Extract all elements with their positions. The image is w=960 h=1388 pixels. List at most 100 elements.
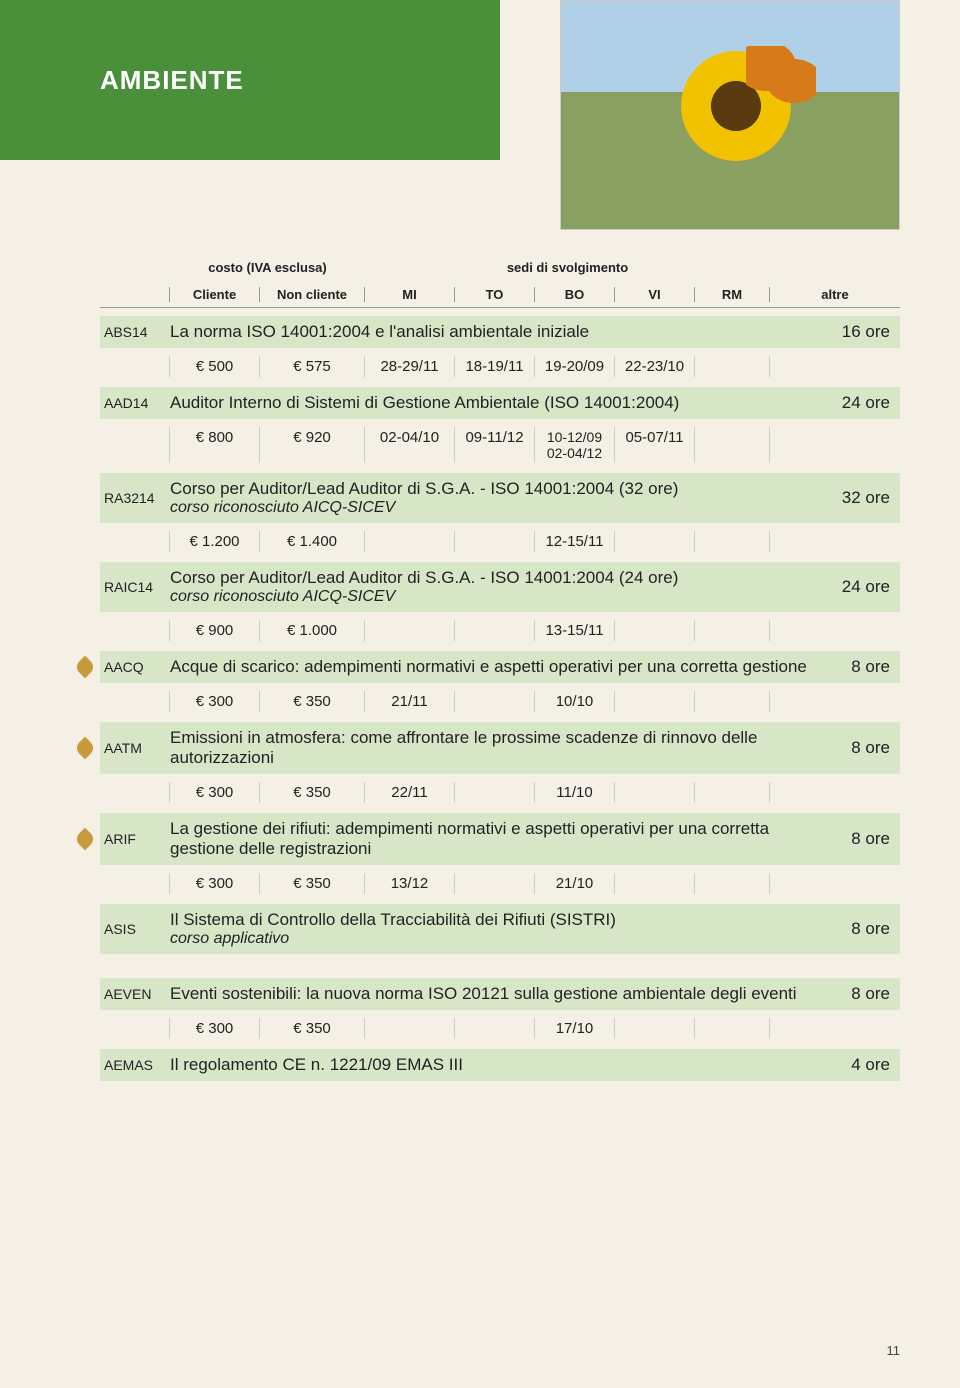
cell-bo: 17/10 [535,1018,615,1039]
cell-mi [365,620,455,641]
page-number: 11 [887,1343,901,1358]
course-hours: 8 ore [830,829,900,849]
course-title: Il Sistema di Controllo della Tracciabil… [170,910,830,948]
cell-altre [770,782,900,803]
course-data-row: € 300€ 35013/1221/10 [100,865,900,902]
cell-mi: 13/12 [365,873,455,894]
cell-mi: 22/11 [365,782,455,803]
course-data-row: € 900€ 1.000 13-15/11 [100,612,900,649]
cell-rm [695,691,770,712]
course-hours: 4 ore [830,1055,900,1075]
cell-bo: 13-15/11 [535,620,615,641]
cell-mi [365,1018,455,1039]
cell-to [455,1018,535,1039]
course-hours: 8 ore [830,919,900,939]
cell-cliente: € 300 [170,782,260,803]
course-title-row: AACQAcque di scarico: adempimenti normat… [100,651,900,683]
course-code: AATM [100,740,170,756]
cell-rm [695,531,770,552]
course-title: La gestione dei rifiuti: adempimenti nor… [170,819,830,859]
cell-bo: 21/10 [535,873,615,894]
cell-to: 18-19/11 [455,356,535,377]
course-title: Corso per Auditor/Lead Auditor di S.G.A.… [170,568,830,606]
cell-altre [770,427,900,463]
course-title: Acque di scarico: adempimenti normativi … [170,657,830,677]
cell-rm [695,1018,770,1039]
cell-rm [695,356,770,377]
course-hours: 8 ore [830,738,900,758]
cell-code [100,873,170,894]
course-title: Il regolamento CE n. 1221/09 EMAS III [170,1055,830,1075]
course-code: AEMAS [100,1057,170,1073]
course-data-row: € 300€ 35022/11 11/10 [100,774,900,811]
cell-code [100,1018,170,1039]
col-noncliente: Non cliente [260,287,365,302]
section-title: AMBIENTE [0,0,500,160]
cell-cliente: € 1.200 [170,531,260,552]
cell-vi [615,531,695,552]
cell-altre [770,691,900,712]
cell-cliente: € 500 [170,356,260,377]
course-title-row: AEVENEventi sostenibili: la nuova norma … [100,978,900,1010]
course-data-row: € 800€ 92002-04/1009-11/1210-12/0902-04/… [100,419,900,471]
leaf-icon [74,737,97,760]
cell-noncli: € 920 [260,427,365,463]
course-hours: 16 ore [830,322,900,342]
cell-rm [695,620,770,641]
course-title: Corso per Auditor/Lead Auditor di S.G.A.… [170,479,830,517]
cell-to [455,620,535,641]
cell-cliente: € 300 [170,691,260,712]
course-code: AACQ [100,659,170,675]
course-code: ARIF [100,831,170,847]
cell-vi [615,782,695,803]
cell-cliente: € 300 [170,1018,260,1039]
course-title-row: ARIFLa gestione dei rifiuti: adempimenti… [100,813,900,865]
cell-mi: 21/11 [365,691,455,712]
cell-cliente: € 800 [170,427,260,463]
col-bo: BO [535,287,615,302]
cell-noncli: € 350 [260,691,365,712]
cell-noncli: € 350 [260,873,365,894]
course-code: RA3214 [100,490,170,506]
col-vi: VI [615,287,695,302]
course-code: RAIC14 [100,579,170,595]
course-title-row: AATMEmissioni in atmosfera: come affront… [100,722,900,774]
cell-noncli: € 350 [260,1018,365,1039]
course-code: ABS14 [100,324,170,340]
cell-altre [770,356,900,377]
cell-code [100,427,170,463]
col-altre: altre [770,287,900,302]
cell-vi: 22-23/10 [615,356,695,377]
course-title-row: RAIC14Corso per Auditor/Lead Auditor di … [100,562,900,612]
cell-to [455,873,535,894]
label-costo: costo (IVA esclusa) [170,260,365,275]
course-title: Auditor Interno di Sistemi di Gestione A… [170,393,830,413]
column-header-row: Cliente Non cliente MI TO BO VI RM altre [100,281,900,308]
col-mi: MI [365,287,455,302]
course-title-row: AEMASIl regolamento CE n. 1221/09 EMAS I… [100,1049,900,1081]
cell-to [455,782,535,803]
cell-vi [615,691,695,712]
cell-bo: 11/10 [535,782,615,803]
cell-noncli: € 1.000 [260,620,365,641]
cell-bo: 10-12/0902-04/12 [535,427,615,463]
cell-code [100,782,170,803]
course-title-row: AAD14Auditor Interno di Sistemi di Gesti… [100,387,900,419]
course-title: Emissioni in atmosfera: come affrontare … [170,728,830,768]
course-title: La norma ISO 14001:2004 e l'analisi ambi… [170,322,830,342]
course-data-row: € 1.200€ 1.40012-15/11 [100,523,900,560]
col-to: TO [455,287,535,302]
course-title: Eventi sostenibili: la nuova norma ISO 2… [170,984,830,1004]
course-title-row: ABS14La norma ISO 14001:2004 e l'analisi… [100,316,900,348]
cell-rm [695,782,770,803]
cell-altre [770,531,900,552]
cell-cliente: € 900 [170,620,260,641]
course-subtitle: corso riconosciuto AICQ-SICEV [170,588,822,606]
course-hours: 24 ore [830,393,900,413]
cell-noncli: € 350 [260,782,365,803]
cell-altre [770,873,900,894]
course-hours: 24 ore [830,577,900,597]
label-sedi: sedi di svolgimento [365,260,770,275]
col-rm: RM [695,287,770,302]
cell-rm [695,427,770,463]
